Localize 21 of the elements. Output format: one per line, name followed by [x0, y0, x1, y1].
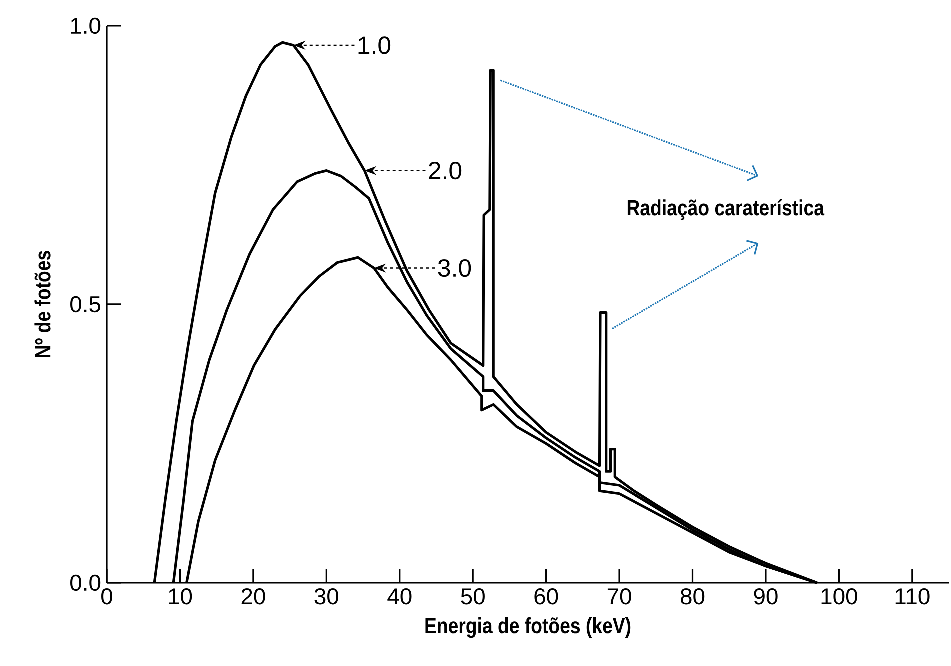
x-tick-label: 60 — [534, 588, 558, 605]
x-tick-label: 40 — [388, 588, 412, 605]
x-tick-label: 70 — [608, 588, 632, 605]
y-axis-title: Nº de fotões — [34, 251, 51, 358]
y-tick-label: 0.5 — [70, 296, 101, 313]
x-tick-label: 80 — [681, 588, 705, 605]
x-tick-label: 10 — [169, 588, 192, 605]
x-tick-label: 100 — [822, 588, 858, 605]
x-tick-label: 90 — [754, 588, 778, 605]
x-tick-label: 50 — [461, 588, 485, 605]
x-tick-label: 110 — [896, 588, 930, 605]
y-tick-label: 0.0 — [70, 574, 101, 592]
x-axis-title: Energia de fotões (keV) — [426, 618, 631, 638]
y-tick-label: 1.0 — [71, 18, 101, 34]
annotation: 1.0 — [358, 36, 391, 54]
annotation: 2.0 — [429, 162, 462, 180]
annotation: 3.0 — [438, 259, 472, 278]
x-tick-label: 20 — [242, 588, 266, 605]
annotation: Radiação caraterística — [628, 199, 825, 220]
x-tick-label: 30 — [314, 588, 339, 605]
x-tick-label: 0 — [102, 588, 112, 605]
